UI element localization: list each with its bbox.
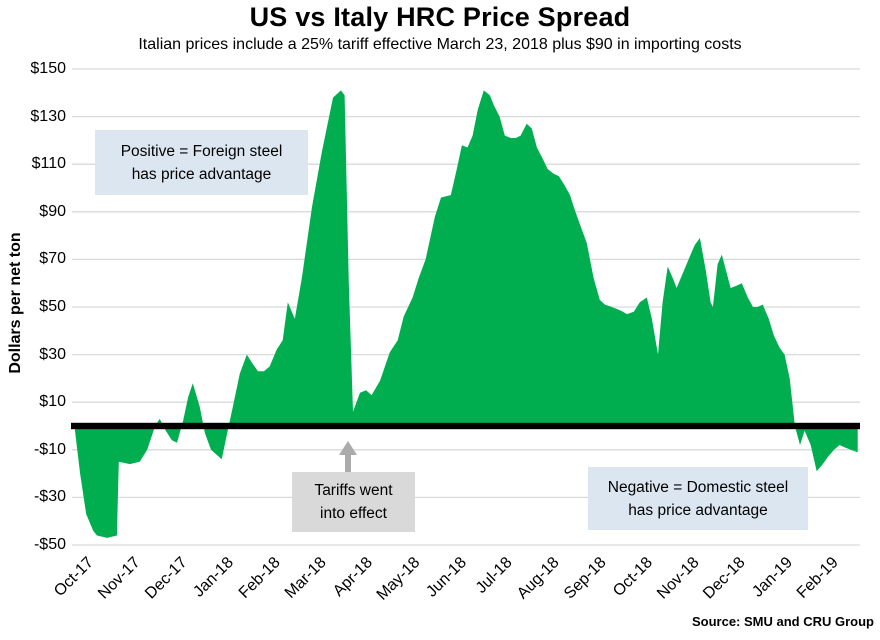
annotation-tariff: Tariffs went into effect <box>292 472 415 532</box>
y-tick-label: $50 <box>39 298 66 315</box>
zero-line <box>71 422 860 430</box>
y-tick-label: $10 <box>39 393 66 411</box>
y-tick-label: -$50 <box>33 536 66 553</box>
tariff-arrow-icon <box>339 441 357 455</box>
annotation-positive: Positive = Foreign steel has price advan… <box>95 130 308 195</box>
source-note: Source: SMU and CRU Group <box>691 614 874 629</box>
y-tick-label: -$10 <box>33 440 66 458</box>
annotation-tariff-line1: Tariffs went <box>314 482 393 499</box>
annotation-tariff-line2: into effect <box>320 505 387 522</box>
annotation-negative-line1: Negative = Domestic steel <box>607 478 789 496</box>
y-tick-label: $110 <box>31 155 66 173</box>
tariff-arrow-shaft <box>345 454 351 472</box>
annotation-positive-line1: Positive = Foreign steel <box>120 142 283 160</box>
annotation-negative: Negative = Domestic steel has price adva… <box>588 467 808 530</box>
y-tick-label: -$30 <box>33 488 66 506</box>
y-tick-label: $90 <box>39 202 66 220</box>
annotation-positive-line2: has price advantage <box>131 165 272 183</box>
annotation-negative-line2: has price advantage <box>628 501 768 519</box>
chart-title: US vs Italy HRC Price Spread <box>249 2 631 32</box>
y-tick-label: $130 <box>30 107 66 125</box>
price-spread-area <box>75 90 858 538</box>
chart-subtitle: Italian prices include a 25% tariff effe… <box>138 36 742 53</box>
y-tick-label: $30 <box>39 345 66 363</box>
y-tick-label: $150 <box>30 60 66 77</box>
y-tick-label: $70 <box>39 250 66 268</box>
